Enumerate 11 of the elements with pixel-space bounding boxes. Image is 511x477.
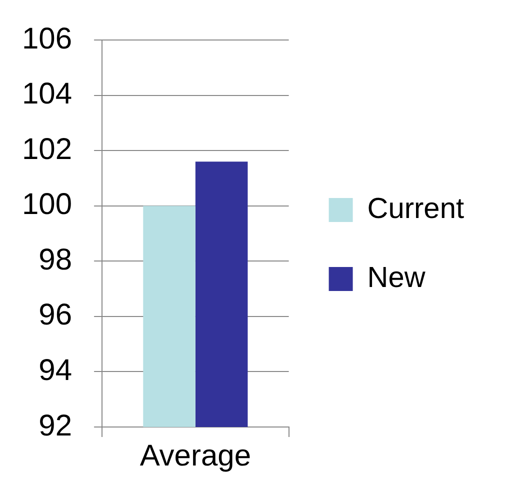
y-tick-label: 102 xyxy=(22,132,72,166)
y-tick-label: 98 xyxy=(38,243,72,276)
y-tick-label: 106 xyxy=(22,22,72,56)
y-tick-label: 104 xyxy=(22,78,72,111)
y-tick-label: 100 xyxy=(22,188,72,222)
legend-label: New xyxy=(367,262,454,294)
y-tick-label: 96 xyxy=(38,298,72,332)
y-tick-label: 92 xyxy=(38,409,72,442)
legend-label: Current xyxy=(367,193,494,225)
y-tick-label: 94 xyxy=(38,354,72,387)
x-tick-label: Average xyxy=(140,439,252,472)
